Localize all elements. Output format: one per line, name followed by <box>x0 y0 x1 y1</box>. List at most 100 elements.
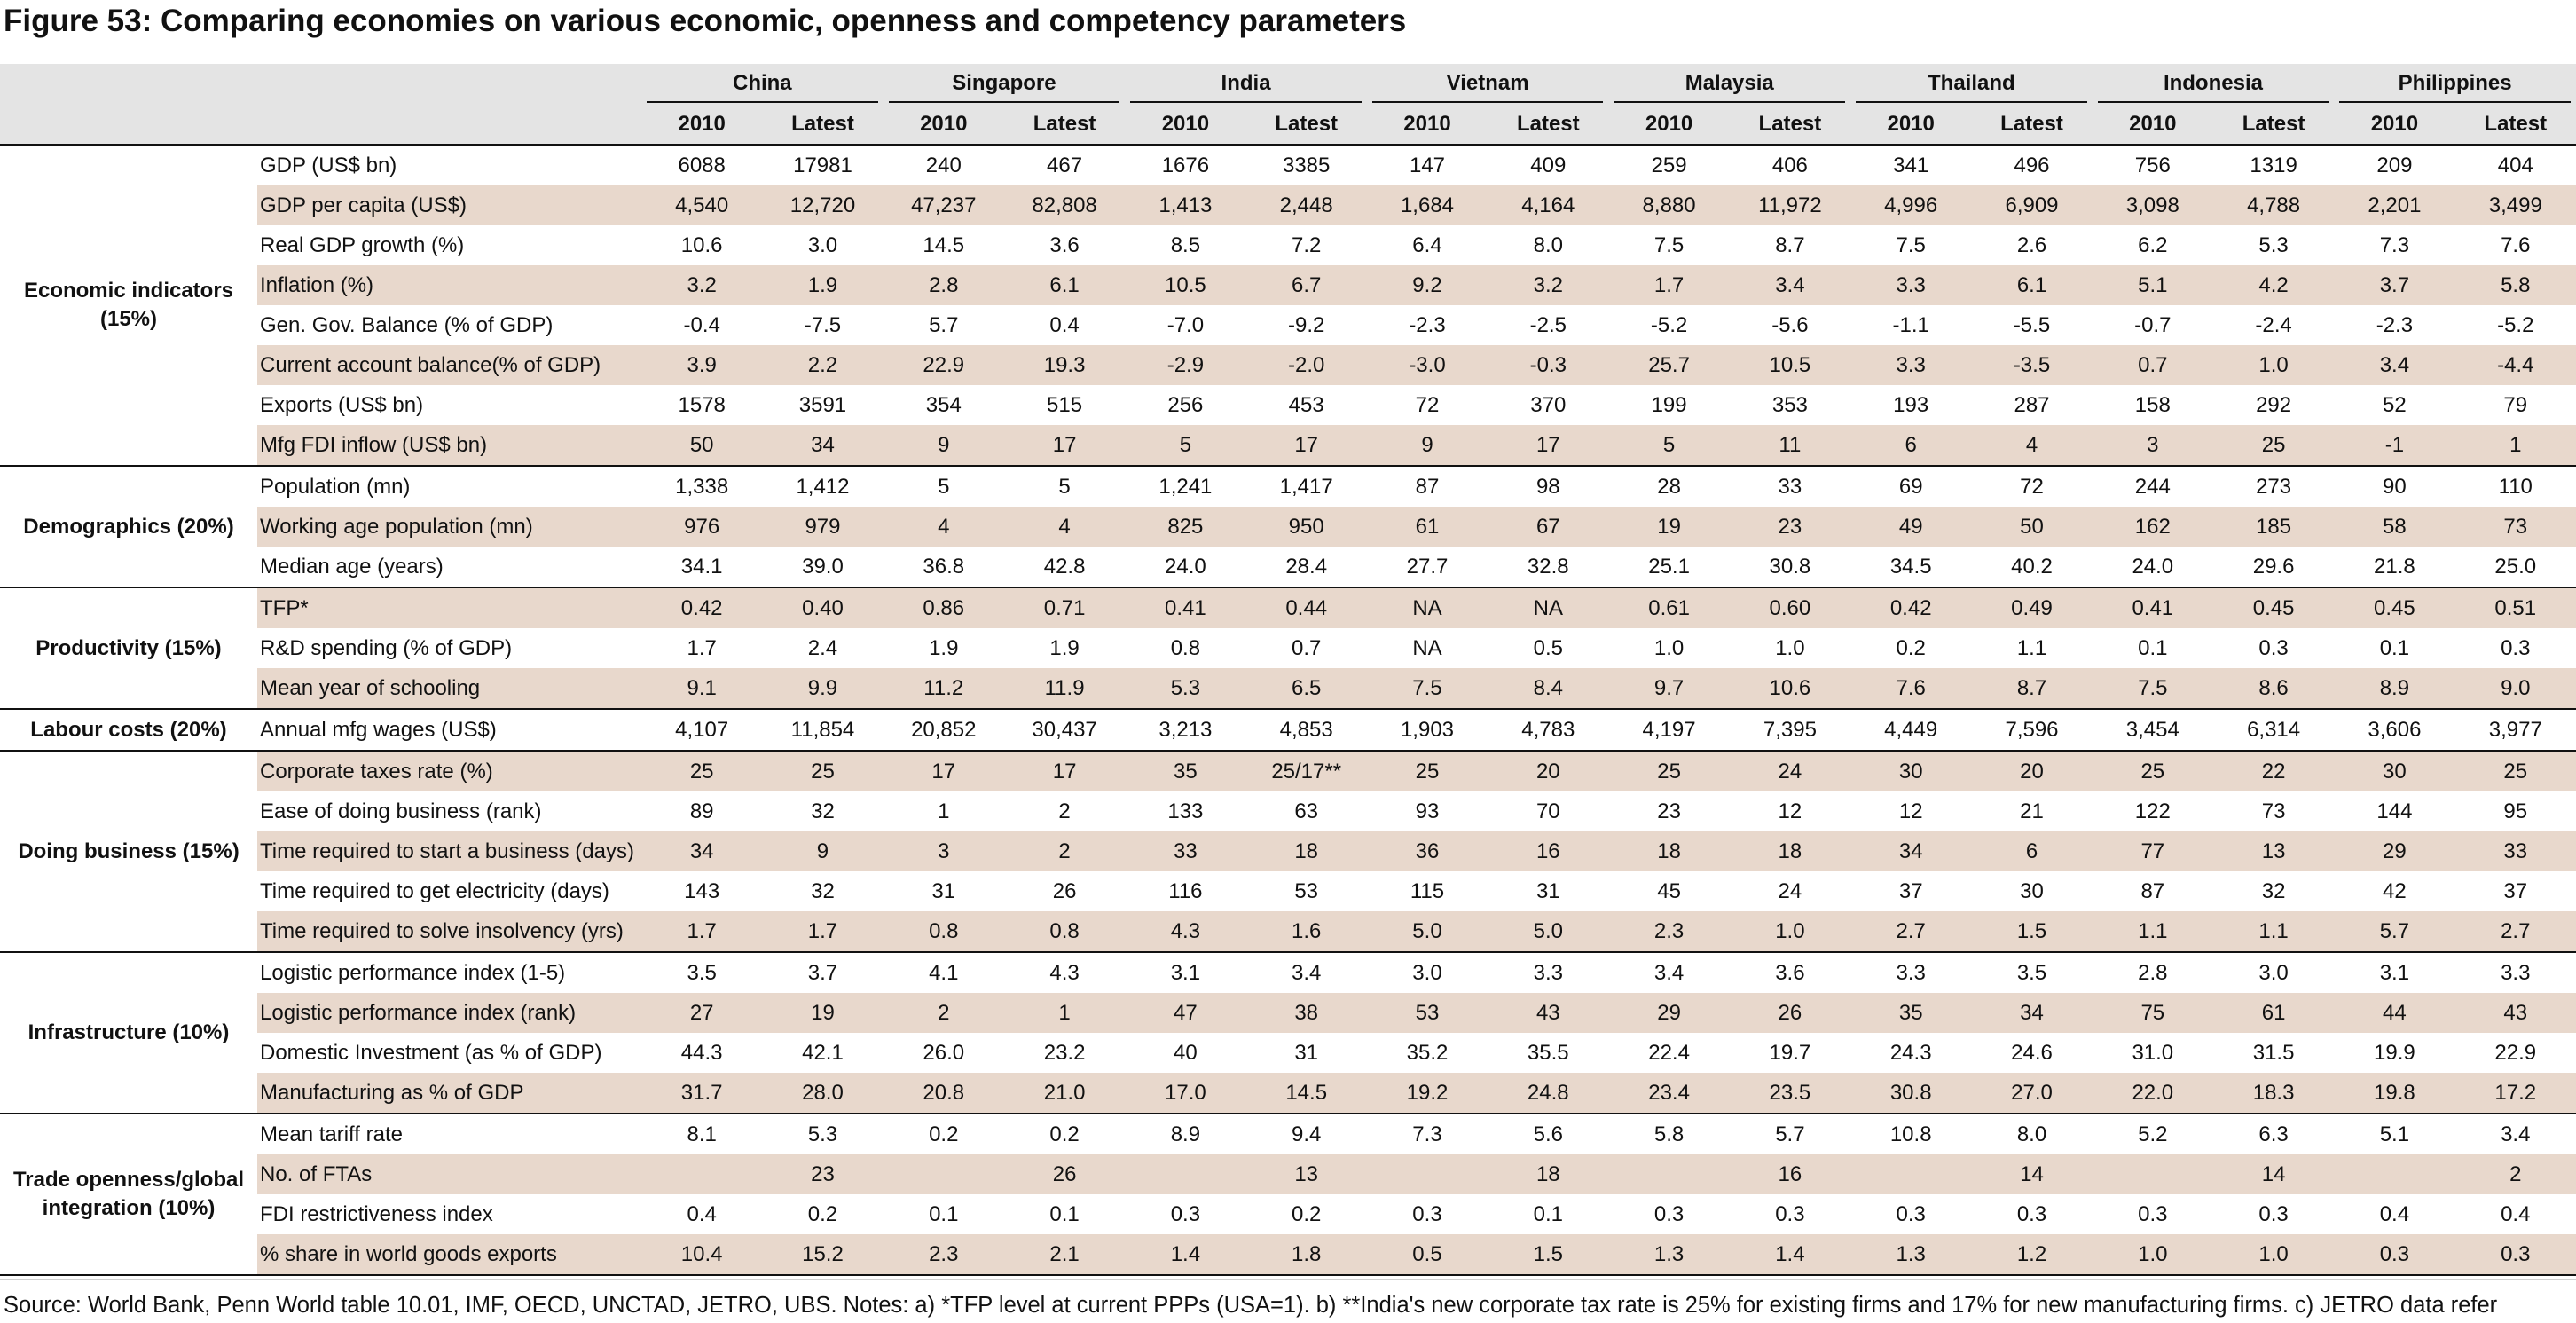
table-cell: 49 <box>1850 507 1972 547</box>
table-cell: 37 <box>1898 878 1923 903</box>
comparison-table: China Singapore India Vietnam Malaysia Thaila… <box>0 64 2576 1276</box>
table-cell: 3.0 <box>1412 960 1442 985</box>
table-cell: 20 <box>1971 751 2093 791</box>
table-cell: 32.8 <box>1488 547 1609 588</box>
table-cell: 16 <box>1729 1154 1851 1194</box>
table-cell: 34.1 <box>641 547 763 588</box>
table-cell: 3.3 <box>1850 345 1972 385</box>
table-cell: 7,596 <box>1971 709 2093 752</box>
table-cell: 5.1 <box>2092 265 2213 305</box>
table-row: Median age (years) 34.1 39.0 36.8 42.8 24.0 28… <box>0 547 2576 588</box>
table-cell: 1.3 <box>1608 1234 1730 1276</box>
table-cell: -2.0 <box>1245 345 1367 385</box>
table-cell: 5.7 <box>929 312 959 337</box>
table-cell: 25 <box>1366 751 1488 791</box>
table-cell: 9.0 <box>2454 668 2576 710</box>
table-cell: 2.1 <box>1003 1234 1126 1276</box>
table-cell: 22.0 <box>2092 1073 2213 1114</box>
table-cell: 38 <box>1245 993 1367 1033</box>
row-label: Exports (US$ bn) <box>260 392 424 417</box>
table-cell: 13 <box>1245 1154 1367 1194</box>
table-cell: 2.4 <box>807 635 838 660</box>
table-cell: 976 <box>641 507 763 547</box>
table-cell: -5.2 <box>1650 312 1688 337</box>
table-cell: 9 <box>762 831 884 871</box>
table-cell: 7.5 <box>1896 232 1926 257</box>
section-label: Demographics (20%) <box>0 466 257 588</box>
table-cell: 23.5 <box>1729 1073 1851 1114</box>
table-row: Infrastructure (10%) Logistic performance… <box>0 952 2576 1114</box>
table-cell: -0.4 <box>683 312 720 337</box>
table-cell: 2 <box>2454 1154 2576 1194</box>
table-cell: -7.5 <box>804 312 842 337</box>
row-label: Annual mfg wages (US$) <box>257 709 642 752</box>
table-cell: 3591 <box>798 392 847 417</box>
table-row: Mfg FDI inflow (US$ bn) 50 34 9 17 5 17 9 17 5 11 6… <box>0 425 2576 467</box>
table-cell: 14 <box>1971 1154 2093 1194</box>
table-cell: 4,788 <box>2212 185 2335 225</box>
table-cell: -2.3 <box>2376 312 2414 337</box>
table-cell: 1.0 <box>1729 911 1851 953</box>
table-cell: 2.8 <box>2138 960 2168 985</box>
table-cell: 1.7 <box>1608 265 1730 305</box>
table-cell: 26 <box>1052 878 1077 903</box>
table-cell: 0.3 <box>2501 635 2531 660</box>
table-cell: 1,684 <box>1366 185 1488 225</box>
table-cell: 10.4 <box>641 1234 763 1276</box>
row-label: Time required to solve insolvency (yrs) <box>257 911 642 953</box>
table-cell: 25 <box>2454 751 2576 791</box>
table-cell: 1.1 <box>2212 911 2335 953</box>
table-cell: 23 <box>762 1154 884 1194</box>
table-cell: 23.2 <box>1043 1040 1086 1065</box>
table-body: Economic indicators (15%) GDP (US$ bn) 608… <box>0 145 2576 1276</box>
table-row: Ease of doing business (rank) 89 32 1 2 133 63… <box>0 791 2576 831</box>
table-cell: 1.4 <box>1729 1234 1851 1276</box>
table-cell: 34.5 <box>1850 547 1972 588</box>
table-cell: 0.2 <box>807 1201 838 1226</box>
table-cell: 1.7 <box>641 911 763 953</box>
table-cell: 3.6 <box>1049 232 1080 257</box>
table-cell: 5.3 <box>2258 232 2289 257</box>
table-row: Exports (US$ bn) 1578 3591 354 515 256 453 72 37… <box>0 385 2576 425</box>
table-cell: 5.7 <box>1775 1122 1805 1146</box>
table-cell: -1.1 <box>1892 312 1929 337</box>
table-cell: 17 <box>1003 751 1126 791</box>
table-cell: 3.6 <box>1775 960 1805 985</box>
table-row: Manufacturing as % of GDP 31.7 28.0 20.8 21.… <box>0 1073 2576 1114</box>
table-cell: 32 <box>811 878 835 903</box>
table-cell: 259 <box>1651 153 1687 177</box>
table-cell: 0.42 <box>641 587 763 628</box>
table-cell: 8.6 <box>2212 668 2335 710</box>
table-cell: 20 <box>1488 751 1609 791</box>
table-cell: 7.2 <box>1292 232 1322 257</box>
table-cell: 31.5 <box>2252 1040 2295 1065</box>
table-cell: 19 <box>762 993 884 1033</box>
table-row: Inflation (%) 3.2 1.9 2.8 6.1 10.5 6.7 9.2 3.2 1.… <box>0 265 2576 305</box>
table-cell: 4.1 <box>929 960 959 985</box>
table-cell: 3.0 <box>807 232 838 257</box>
table-cell: 144 <box>2376 799 2413 823</box>
table-cell: 0.49 <box>1971 587 2093 628</box>
table-cell: 3.3 <box>1850 265 1972 305</box>
year-header: Latest <box>762 104 884 146</box>
country-header: Singapore <box>883 64 1126 104</box>
table-cell: 1319 <box>2250 153 2297 177</box>
table-cell: 14 <box>2212 1154 2335 1194</box>
table-cell: 24.0 <box>1125 547 1246 588</box>
table-cell: 404 <box>2497 153 2533 177</box>
table-cell: 3.0 <box>2258 960 2289 985</box>
table-cell: 3,213 <box>1125 709 1246 752</box>
table-cell: 0.4 <box>687 1201 717 1226</box>
table-cell: 3.2 <box>641 265 763 305</box>
table-cell: 0.51 <box>2454 587 2576 628</box>
table-cell: 6.1 <box>1971 265 2093 305</box>
table-cell: 23.4 <box>1608 1073 1730 1114</box>
table-cell: 22.9 <box>2494 1040 2537 1065</box>
table-cell: 0.2 <box>1292 1201 1322 1226</box>
table-cell: 30 <box>2020 878 2044 903</box>
table-cell: 50 <box>641 425 763 467</box>
table-cell: 9 <box>1366 425 1488 467</box>
table-cell: 8.9 <box>1170 1122 1201 1146</box>
year-header: Latest <box>1003 104 1126 146</box>
table-cell: 0.3 <box>1896 1201 1926 1226</box>
